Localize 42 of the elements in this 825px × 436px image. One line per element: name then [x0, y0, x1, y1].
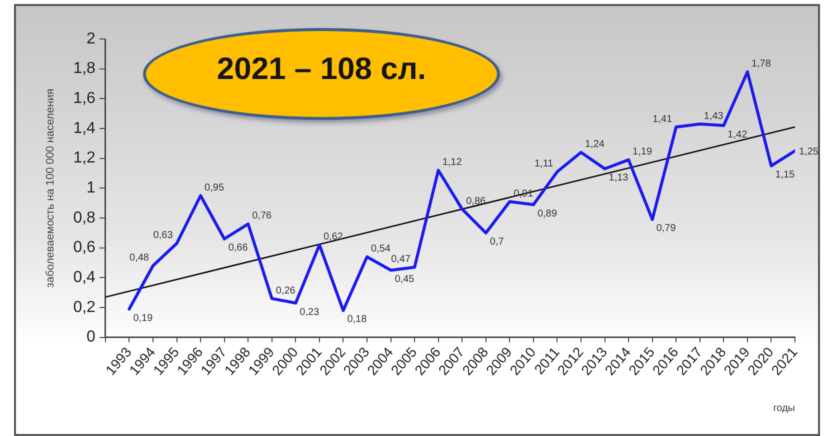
data-label: 1,78	[751, 58, 772, 70]
y-tick-label: 0,4	[73, 269, 96, 286]
data-label: 1,12	[442, 157, 462, 168]
y-tick-label: 0	[86, 328, 96, 346]
data-label: 1,24	[585, 139, 605, 150]
data-label: 0,19	[133, 312, 154, 324]
data-label: 0,76	[252, 210, 272, 222]
data-label: 1,42	[728, 129, 748, 140]
data-label: 0,79	[656, 223, 676, 234]
annotation: 2021 – 108 сл.	[216, 51, 426, 87]
data-label: 0,86	[466, 196, 486, 207]
data-label: 0,26	[276, 285, 296, 296]
data-label: 1,15	[775, 170, 796, 181]
data-label: 1,11	[534, 158, 554, 170]
y-tick-label: 0,8	[73, 209, 96, 226]
data-label: 0,7	[490, 236, 504, 248]
y-tick-label: 1,8	[73, 60, 96, 78]
y-tick-label: 2	[86, 30, 96, 48]
data-label: 0,89	[537, 208, 558, 220]
y-tick-label: 1,4	[73, 120, 96, 137]
data-label: 0,66	[228, 242, 248, 254]
data-label: 0,23	[300, 306, 320, 318]
data-label: 0,95	[204, 182, 224, 194]
data-label: 0,47	[391, 254, 411, 265]
y-axis-title: заболеваемость на 100 000 населения	[44, 88, 57, 288]
y-tick-label: 0,6	[73, 239, 96, 256]
data-label: 0,48	[130, 252, 150, 264]
data-label: 1,41	[652, 114, 673, 125]
data-label: 1,25	[799, 146, 819, 158]
data-label: 1,43	[704, 110, 724, 122]
data-label: 0,63	[153, 230, 174, 242]
y-tick-label: 0,2	[73, 298, 96, 316]
y-tick-label: 1,2	[73, 150, 96, 167]
data-label: 0,45	[394, 274, 415, 285]
data-label: 0,18	[347, 314, 368, 326]
data-label: 1,19	[632, 146, 652, 158]
x-axis-title: годы	[773, 402, 795, 414]
y-tick-label: 1,6	[73, 90, 96, 108]
data-label: 0,62	[323, 232, 344, 243]
data-label: 0,54	[371, 244, 391, 255]
data-label: 1,13	[608, 172, 629, 184]
y-tick-label: 1	[86, 180, 96, 197]
